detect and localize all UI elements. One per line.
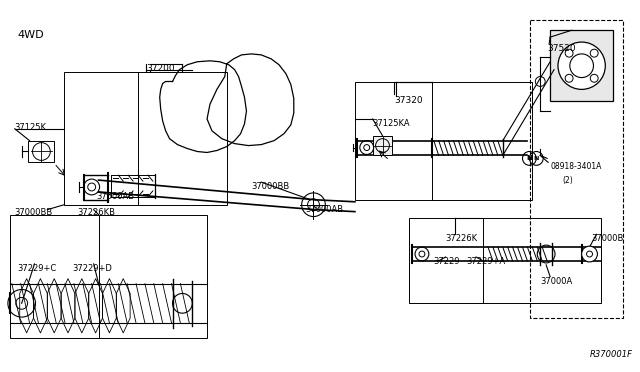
Text: 37000B: 37000B bbox=[591, 234, 624, 243]
Bar bbox=[355, 81, 532, 200]
Bar bbox=[550, 30, 613, 101]
Text: N: N bbox=[527, 155, 532, 161]
Text: N: N bbox=[534, 156, 539, 161]
Text: 37000A: 37000A bbox=[540, 277, 573, 286]
Text: 37320: 37320 bbox=[394, 96, 423, 105]
Text: 37229: 37229 bbox=[434, 257, 460, 266]
Text: 08918-3401A: 08918-3401A bbox=[550, 162, 602, 171]
Text: 37229+D: 37229+D bbox=[72, 264, 112, 273]
Text: 37000BB: 37000BB bbox=[15, 208, 53, 217]
Text: 37229+C: 37229+C bbox=[18, 264, 57, 273]
Text: 4WD: 4WD bbox=[18, 30, 44, 40]
Bar bbox=[10, 215, 207, 338]
Text: 37000AB: 37000AB bbox=[306, 205, 344, 214]
Bar bbox=[531, 20, 623, 318]
Text: 37229+A: 37229+A bbox=[467, 257, 506, 266]
Text: 37226K: 37226K bbox=[445, 234, 477, 243]
Bar bbox=[372, 136, 392, 155]
Text: R370001F: R370001F bbox=[589, 350, 632, 359]
Bar bbox=[409, 218, 602, 303]
Bar bbox=[64, 72, 227, 205]
Bar bbox=[28, 141, 54, 162]
Text: 37520: 37520 bbox=[547, 44, 576, 53]
Text: 37000BB: 37000BB bbox=[252, 182, 290, 191]
Circle shape bbox=[558, 42, 605, 89]
Text: 37226KB: 37226KB bbox=[77, 208, 115, 217]
Circle shape bbox=[582, 246, 597, 262]
Text: 37000AB: 37000AB bbox=[97, 192, 135, 201]
Text: 37200: 37200 bbox=[146, 64, 175, 73]
Text: 37125K: 37125K bbox=[15, 123, 47, 132]
Text: 37125KA: 37125KA bbox=[372, 119, 410, 128]
Text: (2): (2) bbox=[562, 176, 573, 185]
